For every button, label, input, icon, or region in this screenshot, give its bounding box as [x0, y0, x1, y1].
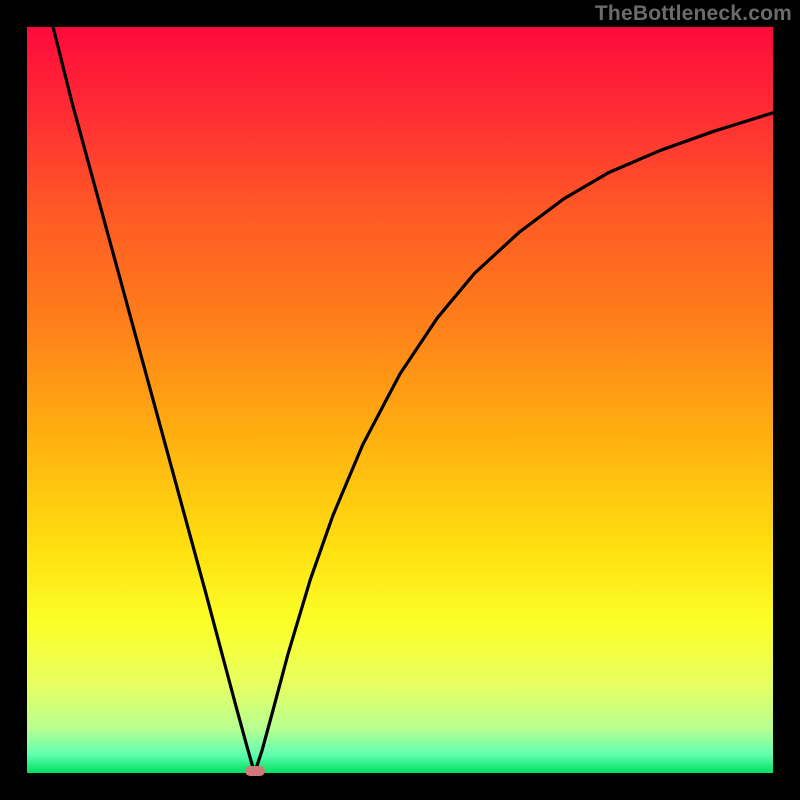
watermark-label: TheBottleneck.com [595, 2, 792, 26]
minimum-marker [245, 766, 265, 776]
plot-area [27, 27, 773, 773]
chart-frame: TheBottleneck.com [0, 0, 800, 800]
curve-right-branch [255, 113, 773, 773]
bottleneck-curve [27, 27, 773, 773]
curve-left-branch [53, 27, 254, 773]
